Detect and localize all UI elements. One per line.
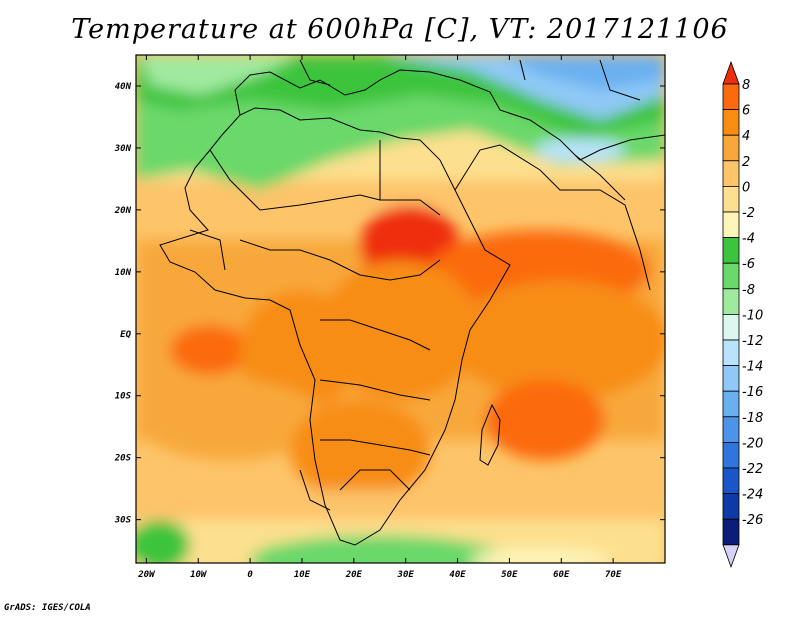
colorbar-label-12: -16 xyxy=(742,385,763,400)
colorbar-label-0: 8 xyxy=(742,78,750,93)
colorbar-box-4 xyxy=(722,160,740,187)
colorbar-box-1 xyxy=(722,83,740,111)
colorbar-box-12 xyxy=(722,365,740,392)
colorbar-box-2 xyxy=(722,109,740,136)
map-frame xyxy=(135,54,666,564)
colorbar-label-3: 2 xyxy=(742,155,750,170)
grads-credit: GrADS: IGES/COLA xyxy=(4,603,91,613)
lon-label-0: 20W xyxy=(137,570,156,580)
colorbar-box-7 xyxy=(722,237,740,264)
colorbar-label-8: -8 xyxy=(742,283,755,298)
colorbar-label-14: -20 xyxy=(742,436,763,451)
colorbar-box-16 xyxy=(722,467,740,495)
colorbar-box-10 xyxy=(722,313,740,341)
lat-label-7: 30S xyxy=(114,516,132,526)
colorbar-label-7: -6 xyxy=(742,257,755,272)
colorbar-box-17 xyxy=(722,493,740,520)
lat-label-0: 40N xyxy=(115,82,132,92)
colorbar-label-11: -14 xyxy=(742,360,763,375)
lat-label-5: 10S xyxy=(115,392,132,402)
colorbar-label-15: -22 xyxy=(742,462,763,477)
lon-label-1: 10W xyxy=(190,570,208,580)
lon-label-4: 20E xyxy=(345,570,363,580)
colorbar-box-15 xyxy=(722,441,740,469)
colorbar-label-16: -24 xyxy=(742,488,763,503)
lon-label-9: 70E xyxy=(605,570,622,580)
colorbar-top-arrow xyxy=(722,60,740,85)
colorbar-box-14 xyxy=(722,416,740,443)
lon-label-6: 40E xyxy=(449,570,466,580)
colorbar-box-11 xyxy=(722,339,740,367)
lat-label-3: 10N xyxy=(115,268,132,278)
temperature-field xyxy=(136,55,665,563)
colorbar-label-17: -26 xyxy=(742,513,763,528)
lon-label-7: 50E xyxy=(501,570,518,580)
colorbar-label-9: -10 xyxy=(742,308,763,323)
colorbar-label-1: 6 xyxy=(742,104,750,119)
colorbar-bottom-arrow xyxy=(722,544,740,568)
colorbar-box-9 xyxy=(722,288,740,315)
colorbar-label-13: -18 xyxy=(742,411,763,426)
colorbar: 8 6 4 2 0 -2 -4 -6 -8 -10 -12 -14 -16 -18 -20 -22 -24 -26 xyxy=(722,60,763,568)
coastlines xyxy=(159,59,665,546)
colorbar-box-8 xyxy=(722,262,740,290)
colorbar-label-2: 4 xyxy=(742,129,750,144)
colorbar-label-6: -4 xyxy=(742,232,755,247)
lon-label-3: 10E xyxy=(294,570,311,580)
colorbar-box-6 xyxy=(722,211,740,239)
lat-label-6: 20S xyxy=(114,454,132,464)
axis-ticks: 20W 10W 0 10E 20E 30E 40E 50E 60E 70E 40N 30N 20N 10N… xyxy=(114,55,665,580)
colorbar-label-10: -12 xyxy=(742,334,763,349)
colorbar-label-4: 0 xyxy=(742,180,750,195)
colorbar-box-18 xyxy=(722,518,740,546)
colorbar-box-3 xyxy=(722,134,740,162)
colorbar-label-5: -2 xyxy=(742,206,755,221)
colorbar-box-13 xyxy=(722,390,740,418)
map-title: Temperature at 600hPa [C], VT: 201712110… xyxy=(71,14,729,45)
lat-label-4: EQ xyxy=(120,330,131,340)
lon-label-8: 60E xyxy=(553,570,570,580)
colorbar-box-5 xyxy=(722,185,740,213)
lon-label-2: 0 xyxy=(247,570,253,580)
lon-label-5: 30E xyxy=(397,570,415,580)
lat-label-2: 20N xyxy=(114,206,132,216)
lat-label-1: 30N xyxy=(114,144,132,154)
